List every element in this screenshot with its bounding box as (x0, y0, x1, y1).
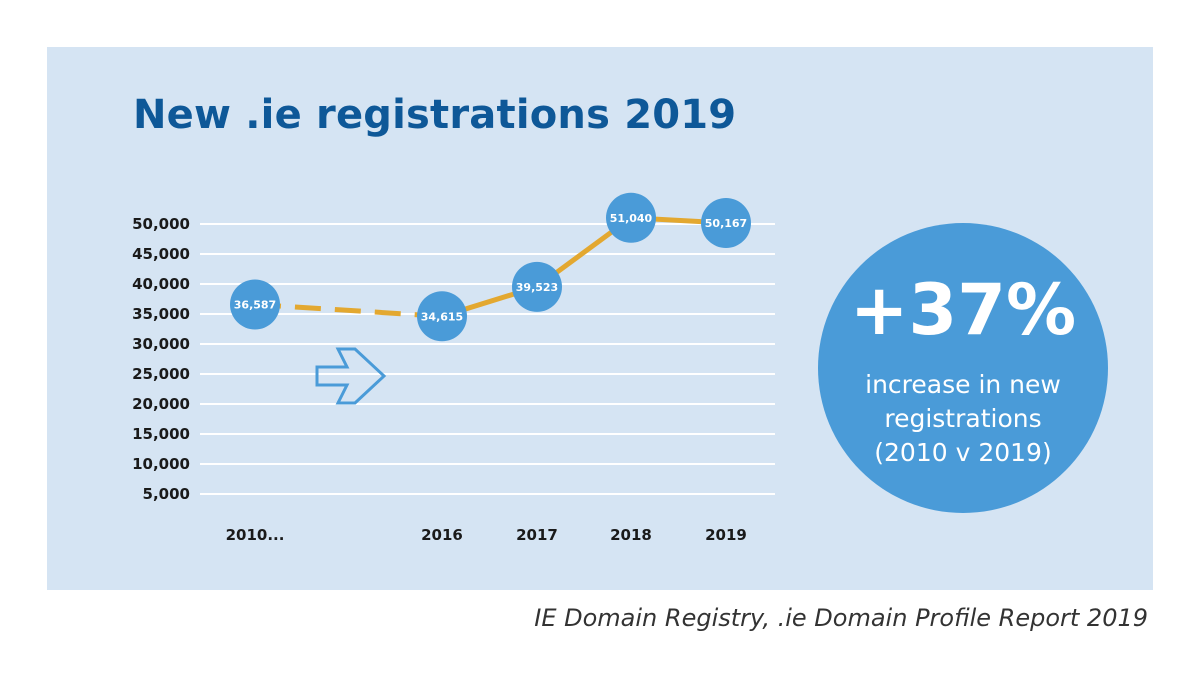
y-tick-label: 35,000 (132, 305, 190, 323)
right-arrow-outline-icon (315, 347, 387, 405)
stat-label: increase in new registrations (2010 v 20… (865, 370, 1061, 467)
stat-value: +37% (849, 269, 1077, 351)
stat-callout: +37% increase in new registrations (2010… (818, 223, 1108, 513)
data-point-label: 36,587 (234, 298, 276, 311)
y-tick-label: 40,000 (132, 275, 190, 293)
data-point-marker (417, 291, 467, 342)
y-tick-label: 25,000 (132, 365, 190, 383)
series-line-segment (254, 301, 443, 319)
chart-title: New .ie registrations 2019 (133, 92, 737, 138)
data-point-marker (230, 279, 280, 330)
data-point-label: 51,040 (610, 212, 653, 225)
x-tick-label: 2010... (226, 526, 285, 544)
x-tick-label: 2017 (516, 526, 558, 544)
data-point-marker (512, 261, 562, 312)
y-tick-label: 45,000 (132, 245, 190, 263)
x-tick-label: 2018 (610, 526, 652, 544)
data-point-marker (701, 197, 751, 248)
y-tick-label: 15,000 (132, 425, 190, 443)
y-tick-label: 20,000 (132, 395, 190, 413)
data-point-marker (606, 192, 656, 243)
y-tick-label: 10,000 (132, 455, 190, 473)
data-point-label: 34,615 (421, 310, 463, 323)
data-point-label: 39,523 (516, 281, 558, 294)
source-citation: IE Domain Registry, .ie Domain Profile R… (534, 604, 1148, 632)
x-tick-label: 2016 (421, 526, 463, 544)
y-tick-label: 30,000 (132, 335, 190, 353)
x-tick-label: 2019 (705, 526, 747, 544)
y-tick-label: 5,000 (143, 485, 190, 503)
y-tick-label: 50,000 (132, 215, 190, 233)
data-point-label: 50,167 (705, 217, 747, 230)
